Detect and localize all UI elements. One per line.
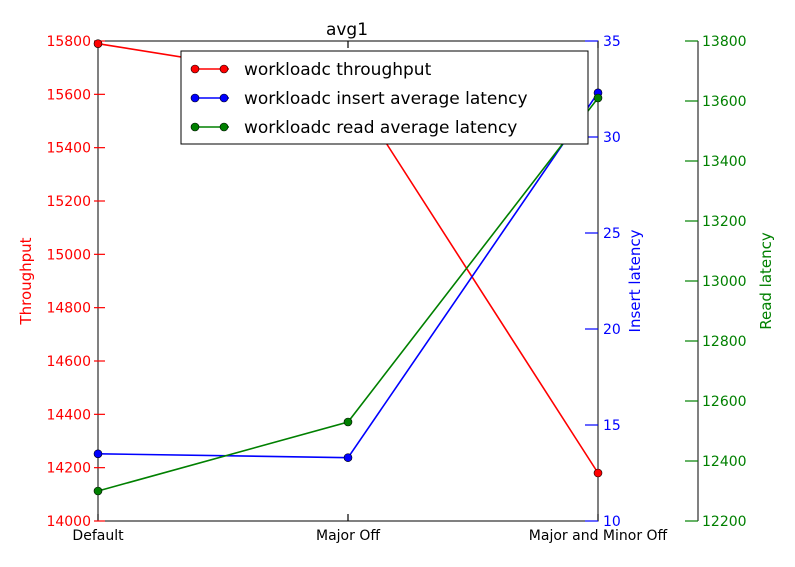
legend-label-1: workloadc insert average latency	[244, 89, 528, 109]
throughput-tick-label: 14600	[46, 354, 91, 370]
read-latency-axis: 12200 12400 12600 12800 13000 13200 13400 13600…	[685, 34, 747, 530]
legend-label-2: workloadc read average latency	[244, 118, 517, 138]
x-tick-label: Default	[72, 528, 124, 544]
read-latency-tick-label: 12200	[702, 514, 747, 530]
series-line-1	[97, 92, 599, 459]
throughput-tick-label: 15000	[46, 247, 91, 263]
legend-marker-1	[219, 93, 229, 103]
series-line-2	[97, 97, 599, 492]
throughput-tick-label: 14200	[46, 461, 91, 477]
read-latency-tick-label: 13200	[702, 214, 747, 230]
throughput-tick-label: 14400	[46, 407, 91, 423]
throughput-tick-label: 15200	[46, 194, 91, 210]
legend: workloadc throughput workloadc insert ave…	[180, 50, 589, 145]
chart-title: avg1	[326, 20, 368, 40]
read-latency-axis-label: Read latency	[757, 232, 775, 330]
throughput-tick-label: 14800	[46, 301, 91, 317]
series-point-2	[93, 486, 103, 496]
insert-latency-tick-label: 35	[603, 34, 621, 50]
x-tick-label: Major and Minor Off	[529, 528, 668, 544]
throughput-tick-label: 14000	[46, 514, 91, 530]
read-latency-tick-label: 13600	[702, 94, 747, 110]
read-latency-tick-label: 13400	[702, 154, 747, 170]
throughput-axis-label: Throughput	[17, 237, 35, 325]
insert-latency-axis-label: Insert latency	[626, 229, 644, 332]
series-point-2	[343, 417, 353, 427]
series-point-1	[343, 453, 353, 462]
throughput-tick-label: 15400	[46, 141, 91, 157]
throughput-tick-label: 15600	[46, 87, 91, 103]
read-latency-tick-label: 13800	[702, 34, 747, 50]
throughput-axis: 14000 14200 14400 14600 14800 15000 15200 15400…	[46, 34, 105, 530]
legend-marker-2	[190, 122, 200, 132]
read-latency-tick-label: 12400	[702, 454, 747, 470]
legend-marker-0	[219, 64, 229, 74]
throughput-tick-label: 15800	[46, 34, 91, 50]
x-tick-label: Major Off	[316, 528, 380, 544]
read-latency-tick-label: 12600	[702, 394, 747, 410]
insert-latency-axis: 10 15 20 25 30 35	[585, 34, 621, 530]
legend-label-0: workloadc throughput	[244, 60, 432, 80]
read-latency-tick-label: 13000	[702, 274, 747, 290]
insert-latency-tick-label: 15	[603, 418, 621, 434]
series-point-0	[93, 39, 103, 48]
legend-marker-2	[219, 122, 229, 132]
legend-marker-1	[190, 93, 200, 103]
series-point-2	[593, 93, 603, 103]
series-point-0	[593, 468, 603, 478]
insert-latency-tick-label: 25	[603, 226, 621, 242]
read-latency-tick-label: 12800	[702, 334, 747, 350]
legend-marker-0	[190, 64, 200, 74]
legend-box	[180, 50, 589, 145]
insert-latency-tick-label: 30	[603, 130, 621, 146]
series-point-1	[93, 449, 103, 459]
insert-latency-tick-label: 10	[603, 514, 621, 530]
insert-latency-tick-label: 20	[603, 322, 621, 338]
x-axis: Default Major Off Major and Minor Off	[72, 41, 668, 544]
